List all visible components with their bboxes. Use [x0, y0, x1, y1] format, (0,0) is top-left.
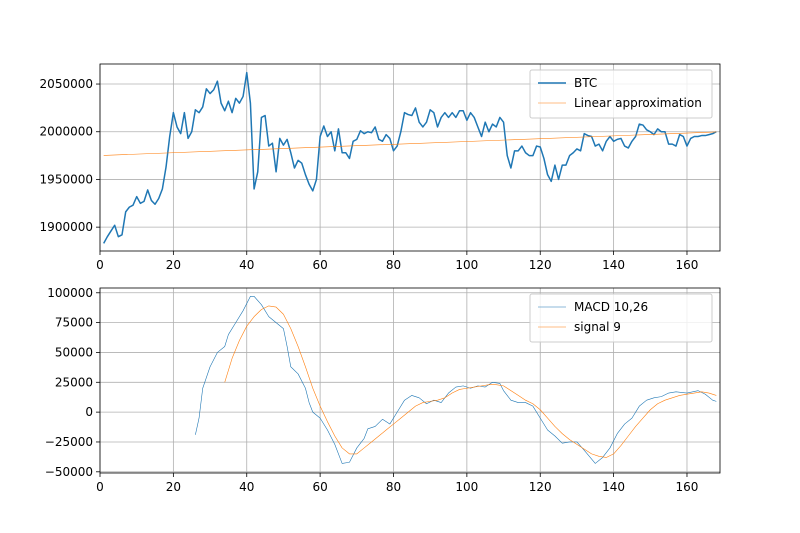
y-tick-label: 75000: [55, 316, 93, 330]
x-tick-label: 160: [676, 258, 699, 272]
x-tick-label: 80: [386, 480, 401, 494]
y-tick-label: 0: [85, 405, 93, 419]
x-tick-label: 80: [386, 258, 401, 272]
legend-label: BTC: [574, 76, 597, 90]
y-tick-label: 1900000: [40, 220, 93, 234]
y-tick-label: 2000000: [40, 125, 93, 139]
x-tick-label: 160: [676, 480, 699, 494]
x-tick-label: 120: [529, 480, 552, 494]
x-tick-label: 100: [455, 258, 478, 272]
x-tick-label: 40: [239, 258, 254, 272]
x-tick-label: 140: [602, 480, 625, 494]
y-tick-label: 1950000: [40, 172, 93, 186]
x-tick-label: 140: [602, 258, 625, 272]
y-tick-label: 25000: [55, 375, 93, 389]
x-tick-label: 60: [312, 480, 327, 494]
series-line: [195, 296, 717, 464]
x-tick-label: 40: [239, 480, 254, 494]
legend-label: signal 9: [574, 320, 621, 334]
x-tick-label: 20: [166, 258, 181, 272]
y-tick-label: 50000: [55, 345, 93, 359]
x-tick-label: 60: [312, 258, 327, 272]
axes-frame: [99, 287, 721, 474]
axes-frame: [99, 63, 721, 252]
y-tick-label: 100000: [47, 286, 93, 300]
x-tick-label: 0: [96, 480, 104, 494]
legend-frame: [529, 69, 713, 119]
y-tick-label: 2050000: [40, 77, 93, 91]
y-tick-label: −25000: [45, 435, 93, 449]
series-line: [103, 71, 717, 244]
legend-frame: [529, 293, 713, 343]
legend: MACD 10,26 signal 9: [529, 293, 713, 343]
legend: BTC Linear approximation: [529, 69, 713, 119]
y-tick-label: −50000: [45, 465, 93, 479]
x-tick-label: 120: [529, 258, 552, 272]
series-line: [224, 305, 717, 458]
axes: 0 20 40 60 80 100 120 140 160 1900000 1950000 20000…: [40, 63, 721, 272]
x-tick-label: 100: [455, 480, 478, 494]
x-tick-label: 20: [166, 480, 181, 494]
axes: 0 20 40 60 80 100 120 140 160 −50000 −25000 0 25000 5…: [45, 286, 721, 494]
series-line: [103, 131, 717, 156]
legend-label: Linear approximation: [574, 96, 702, 110]
x-tick-label: 0: [96, 258, 104, 272]
legend-label: MACD 10,26: [574, 300, 648, 314]
